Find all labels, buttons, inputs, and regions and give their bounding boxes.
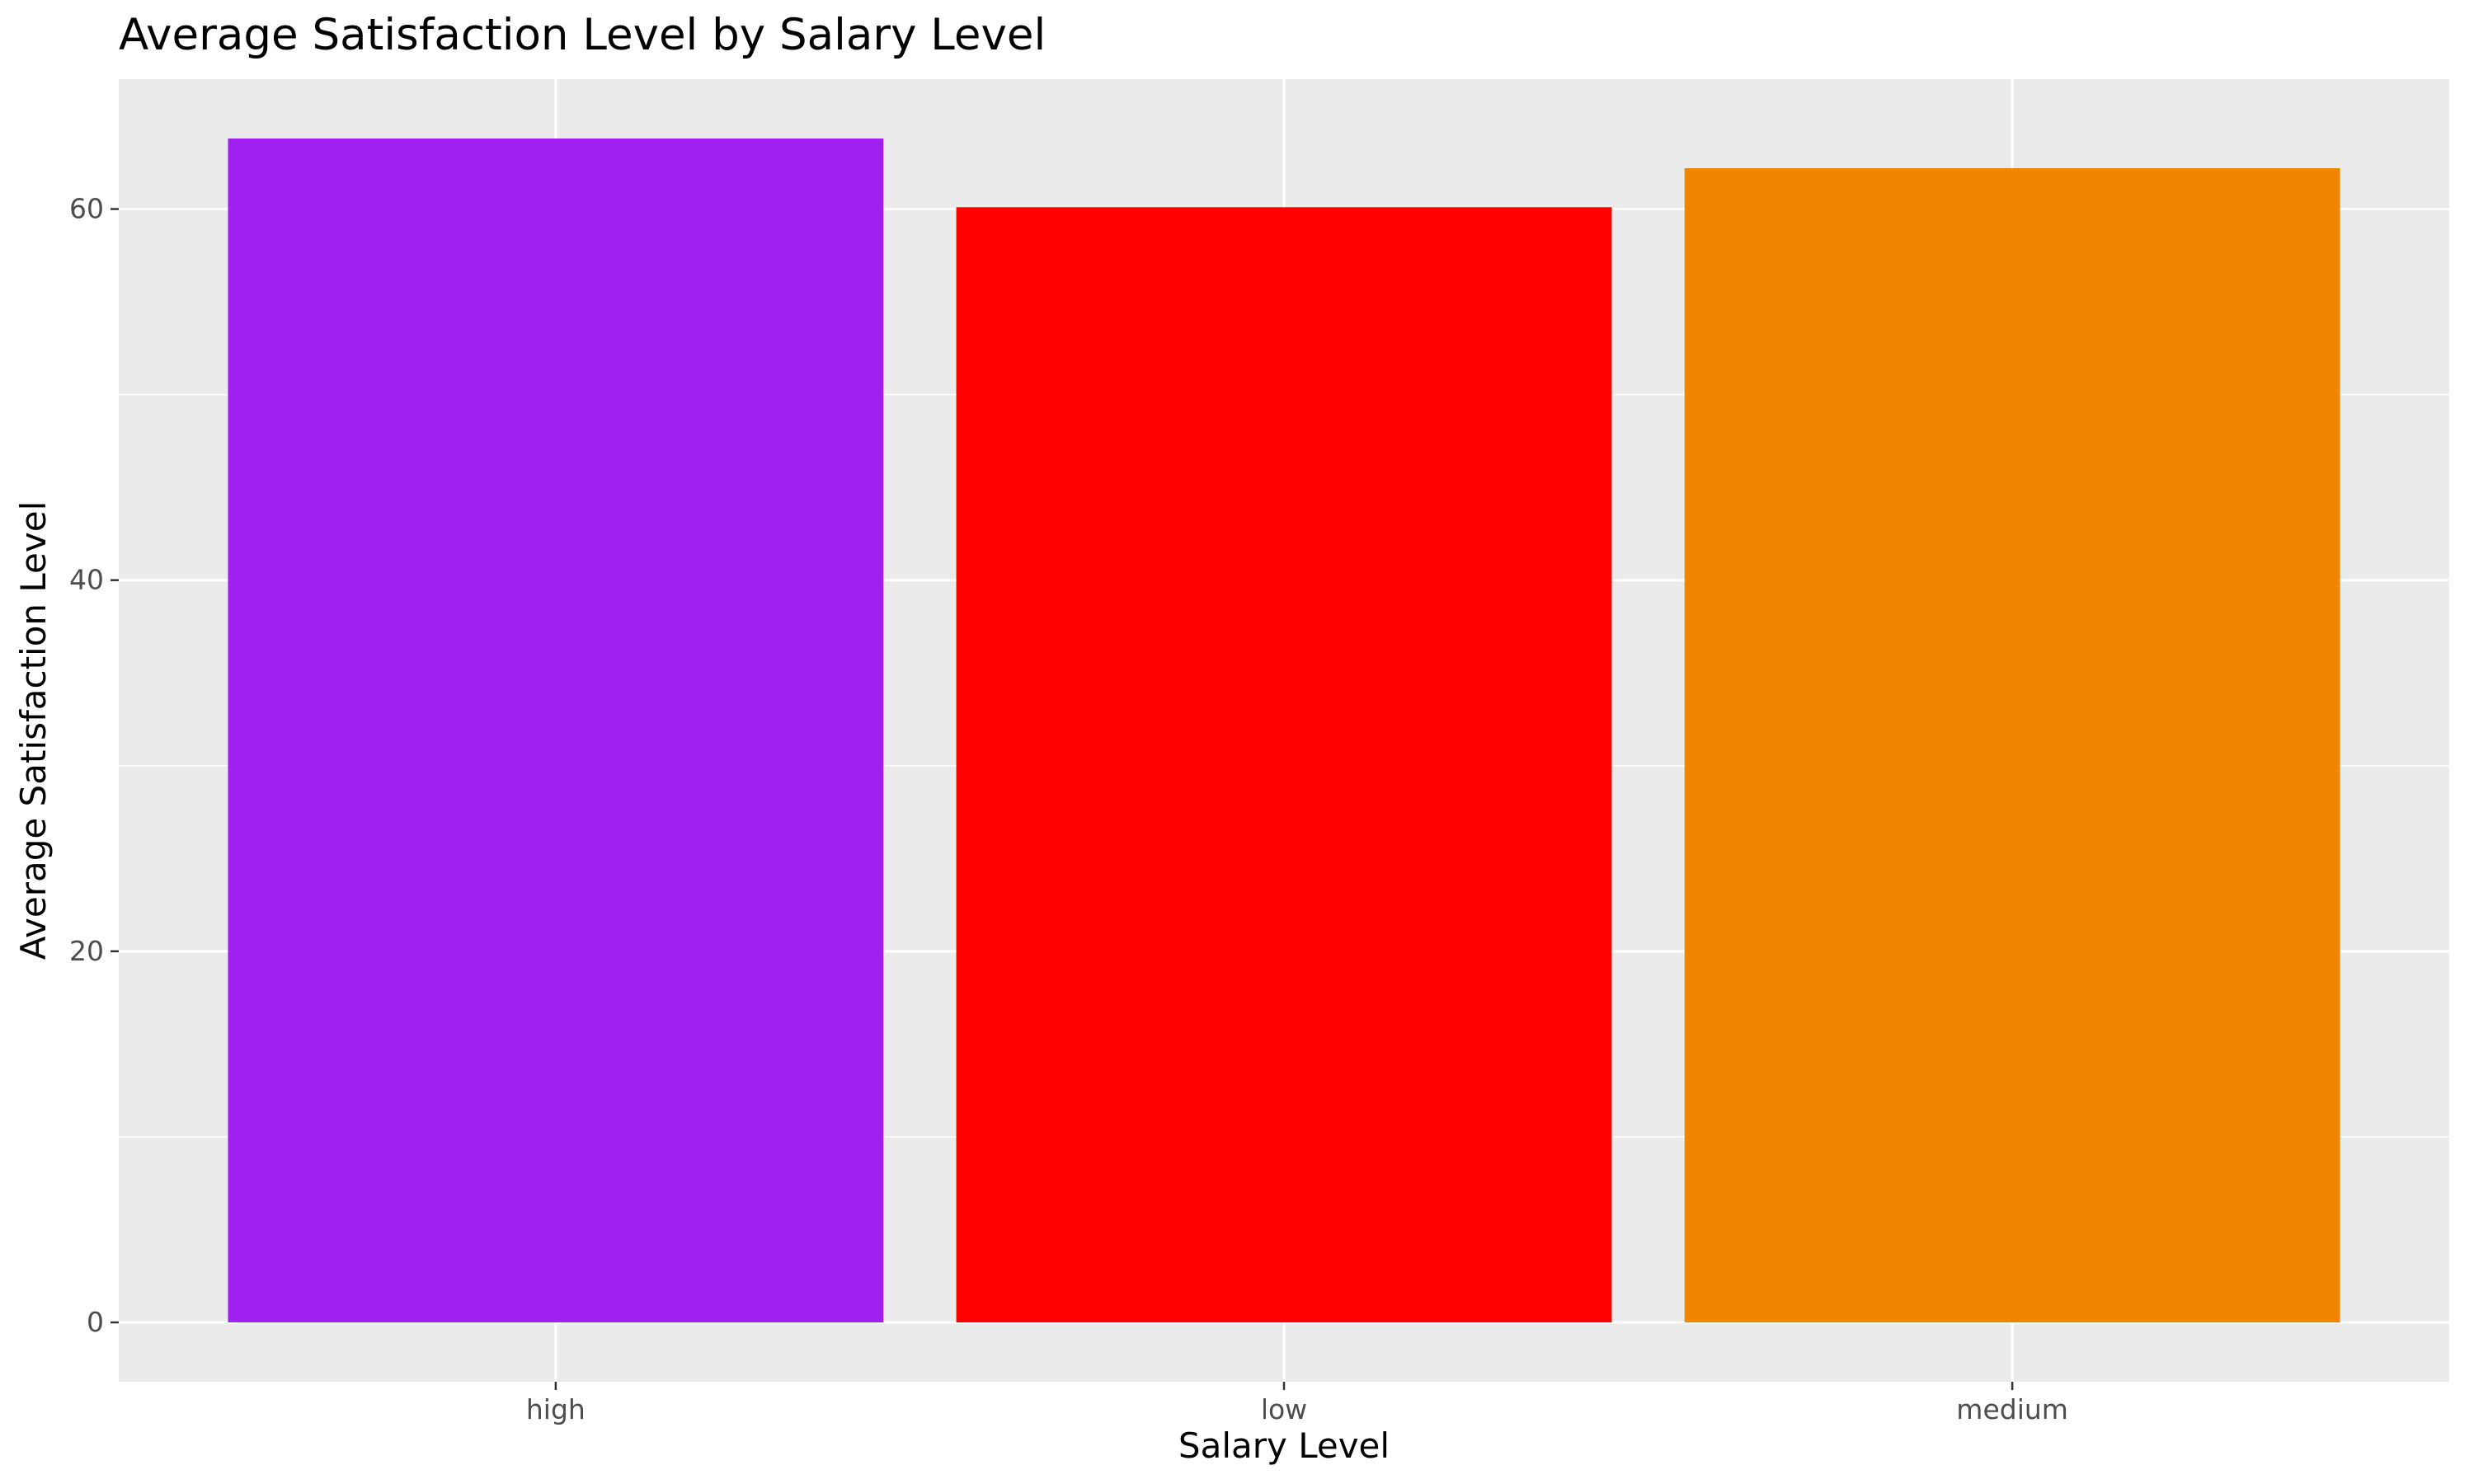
- bars: [228, 139, 2340, 1322]
- x-tick-label: medium: [1956, 1393, 2068, 1425]
- x-axis-title: Salary Level: [1178, 1425, 1390, 1466]
- x-tick-label: high: [526, 1393, 586, 1425]
- y-tick-label: 0: [87, 1306, 104, 1338]
- y-tick-label: 40: [69, 564, 104, 596]
- chart-title: Average Satisfaction Level by Salary Lev…: [119, 10, 1046, 60]
- y-tick-label: 20: [69, 935, 104, 967]
- axes: 0 20 40 60 high low medium: [69, 193, 2068, 1425]
- bar-medium: [1684, 168, 2340, 1322]
- x-tick-label: low: [1261, 1393, 1307, 1425]
- y-axis-title: Average Satisfaction Level: [13, 501, 54, 960]
- bar-high: [228, 139, 884, 1322]
- y-tick-label: 60: [69, 193, 104, 225]
- bar-low: [956, 207, 1612, 1322]
